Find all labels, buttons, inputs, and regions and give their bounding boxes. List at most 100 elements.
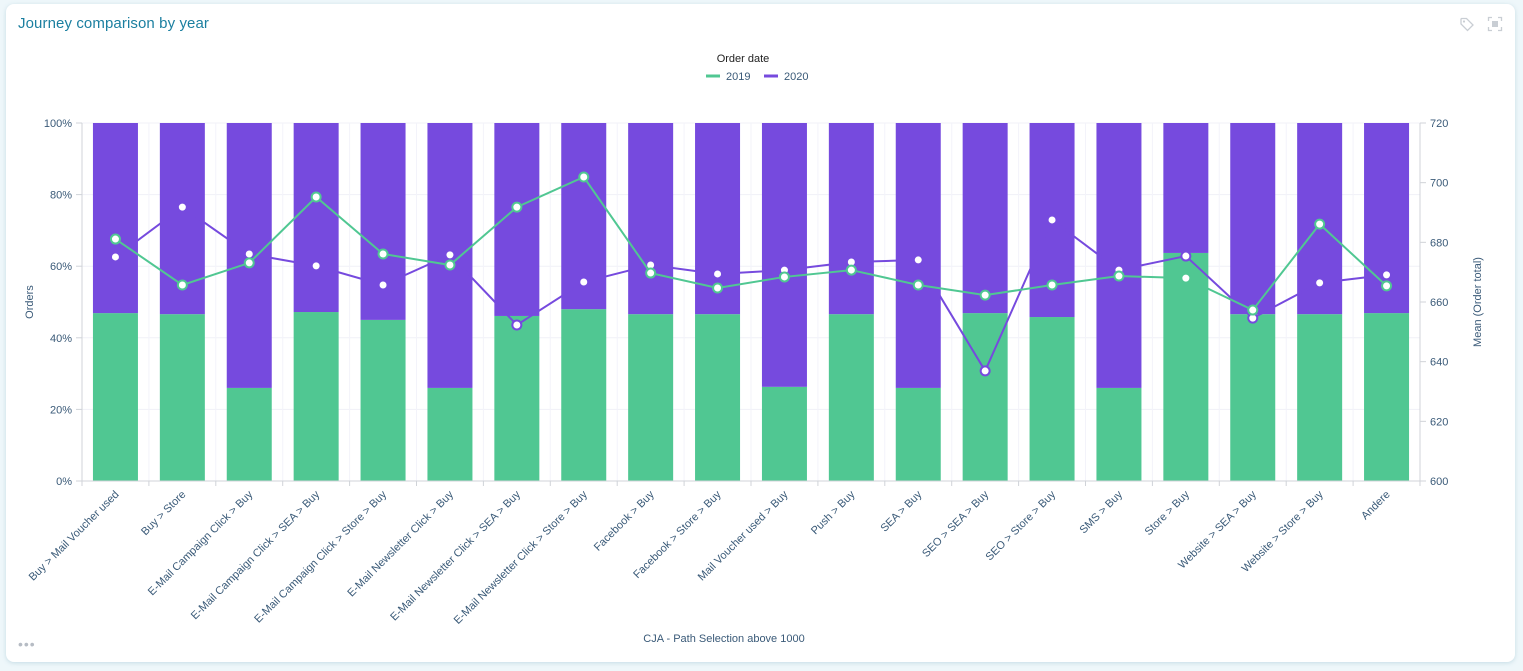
bar-2019 (695, 314, 741, 481)
bar-2019 (360, 319, 406, 481)
point-2020 (109, 251, 121, 263)
y-right-tick-label: 640 (1430, 357, 1448, 369)
bar-2019 (226, 387, 272, 481)
point-2019 (511, 201, 523, 213)
bar-2019 (1297, 314, 1343, 481)
x-tick-label: SEO > SEA > Buy (920, 488, 992, 560)
bar-2019 (427, 387, 473, 481)
bar-2019 (1096, 387, 1142, 481)
point-2020 (243, 248, 255, 260)
bar-2019 (962, 313, 1008, 481)
bar-2020 (1230, 123, 1276, 315)
y-tick-label: 80% (50, 190, 72, 202)
x-tick-label: Store > Buy (1143, 488, 1193, 538)
bar-2019 (92, 313, 138, 481)
point-2020 (511, 319, 523, 331)
bar-2020 (761, 123, 807, 387)
widget-title: Journey comparison by year (18, 15, 210, 32)
bar-2020 (293, 123, 339, 313)
y-right-tick-label: 720 (1430, 118, 1448, 130)
bar-2019 (628, 314, 674, 481)
point-2020 (1046, 214, 1058, 226)
point-2019 (310, 191, 322, 203)
point-2019 (1046, 279, 1058, 291)
more-options-button[interactable]: ••• (18, 636, 36, 652)
point-2020 (712, 268, 724, 280)
bar-2019 (561, 309, 607, 481)
bar-2020 (828, 123, 874, 315)
y-tick-label: 0% (56, 476, 72, 488)
point-2020 (310, 260, 322, 272)
bar-2019 (293, 312, 339, 481)
point-2019 (1180, 272, 1192, 284)
fullscreen-icon[interactable] (1487, 16, 1503, 32)
bar-2020 (1096, 123, 1142, 388)
bar-2019 (895, 387, 941, 481)
point-2020 (1314, 277, 1326, 289)
y-tick-label: 40% (50, 333, 72, 345)
x-axis-title: CJA - Path Selection above 1000 (643, 633, 804, 645)
bar-2019 (1230, 314, 1276, 481)
y-tick-label: 100% (44, 118, 72, 130)
chart-svg: 0% 20% 40% 60% 80% 100% 600 620 640 660 680 700 720 B… (24, 53, 1484, 645)
x-tick-label: Buy > Store (139, 489, 188, 538)
legend-label-2019: 2019 (726, 71, 750, 83)
x-tick-label: E-Mail Campaign Click > Buy (146, 488, 256, 598)
bar-2019 (1029, 317, 1075, 481)
point-2019 (645, 267, 657, 279)
legend-title: Order date (717, 53, 770, 65)
y-right-tick-label: 700 (1430, 178, 1448, 190)
x-tick-label: E-Mail Newsletter Click > Buy (345, 488, 456, 599)
x-tick-label: E-Mail Newsletter Click > Store > Buy (452, 488, 591, 627)
bar-2019 (494, 315, 540, 481)
bar-2019 (1163, 252, 1209, 481)
legend-label-2020: 2020 (784, 71, 808, 83)
bar-2019 (1364, 313, 1410, 481)
x-tick-label: SEA > Buy (878, 488, 924, 534)
point-2019 (1381, 280, 1393, 292)
bar-2019 (761, 386, 807, 481)
y-right-tick-label: 600 (1430, 476, 1448, 488)
bar-2019 (159, 314, 205, 481)
point-2020 (979, 365, 991, 377)
y-right-tick-label: 680 (1430, 237, 1448, 249)
line-2020 (114, 205, 1387, 374)
point-2019 (979, 289, 991, 301)
point-2019 (176, 279, 188, 291)
y-right-tick-label: 620 (1430, 416, 1448, 428)
point-2020 (176, 201, 188, 213)
y-tick-label: 60% (50, 261, 72, 273)
point-2019 (109, 233, 121, 245)
point-2019 (712, 282, 724, 294)
tag-icon[interactable] (1459, 16, 1475, 32)
bar-2020 (628, 123, 674, 315)
y-right-axis-title: Mean (Order total) (1472, 257, 1484, 347)
x-tick-label: E-Mail Campaign Click > SEA > Buy (189, 488, 323, 622)
x-tick-label: Facebook > Buy (592, 488, 657, 553)
chart-widget: Journey comparison by year ••• 0% 20% 40% 6… (6, 4, 1515, 662)
point-2019 (377, 248, 389, 260)
point-2019 (578, 171, 590, 183)
point-2020 (377, 279, 389, 291)
point-2019 (1113, 270, 1125, 282)
bar-2020 (1163, 123, 1209, 253)
point-2020 (444, 249, 456, 261)
point-2020 (1381, 269, 1393, 281)
point-2020 (912, 254, 924, 266)
bar-2020 (962, 123, 1008, 314)
point-2020 (578, 276, 590, 288)
point-2019 (1247, 304, 1259, 316)
point-2019 (243, 257, 255, 269)
x-tick-label: E-Mail Newsletter Click > SEA > Buy (388, 488, 523, 623)
point-2019 (1314, 218, 1326, 230)
x-tick-label: SEO > Store > Buy (984, 488, 1059, 563)
x-tick-label: Buy > Mail Voucher used (27, 489, 122, 584)
point-2019 (444, 259, 456, 271)
bar-2020 (92, 123, 138, 314)
y-right-tick-label: 660 (1430, 297, 1448, 309)
y-axis-title: Orders (24, 285, 36, 319)
x-tick-label: SMS > Buy (1077, 488, 1125, 536)
point-2019 (912, 279, 924, 291)
x-tick-label: E-Mail Campaign Click > Store > Buy (252, 488, 389, 625)
x-tick-label: Andere (1359, 489, 1393, 523)
